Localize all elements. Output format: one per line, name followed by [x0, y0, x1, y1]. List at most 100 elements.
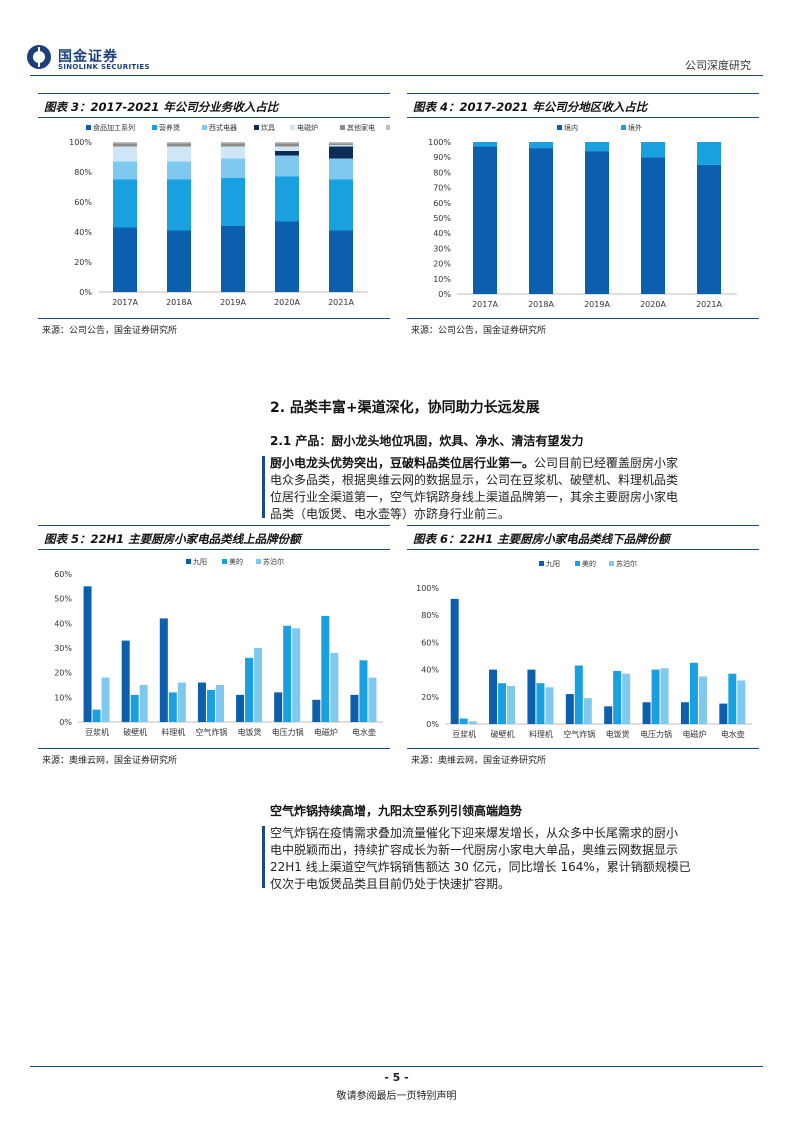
fig6-legend-label: 美的 — [582, 559, 596, 568]
paragraph-2: 空气炸锅在疫情需求叠加流量催化下迎来爆发增长，从众多中长尾需求的厨小 电中脱颖而… — [270, 825, 760, 893]
fig4-ytick-label: 70% — [433, 184, 451, 193]
fig6-bar — [583, 698, 592, 724]
fig3-legend-swatch — [254, 125, 259, 130]
fig6-bar — [642, 702, 651, 724]
fig3-bar — [221, 146, 245, 159]
fig6-bar — [689, 662, 698, 724]
fig4-bar — [697, 164, 721, 294]
fig5-bar — [83, 586, 92, 722]
fig3-legend-swatch — [152, 125, 157, 130]
fig5-bar — [139, 685, 148, 722]
fig5-bar — [274, 692, 283, 722]
fig6-xtick-label: 豆浆机 — [452, 729, 476, 739]
paragraph-1-line2: 电众多品类，根据奥维云网的数据显示，公司在豆浆机、破壁机、料理机品类 — [270, 473, 679, 487]
fig4-bar — [473, 146, 497, 294]
page-number: - 5 - — [384, 1071, 409, 1084]
fig5-xtick-label: 电磁炉 — [314, 727, 338, 737]
fig3-bar — [113, 143, 137, 147]
fig6-bar — [680, 702, 689, 724]
fig5-bar — [359, 660, 368, 722]
fig6-legend-swatch — [609, 561, 614, 566]
fig4-bottom-rule — [407, 318, 759, 319]
fig3-legend-label: 食品加工系列 — [93, 123, 135, 132]
subsection-title: 2.1 产品：厨小龙头地位巩固，炊具、净水、清洁有望发力 — [270, 434, 584, 448]
fig6-bar — [698, 676, 707, 724]
fig3-bar — [167, 143, 191, 147]
fig3-legend-swatch — [290, 125, 295, 130]
fig5-ytick-label: 30% — [54, 644, 72, 653]
fig5-bar — [168, 692, 177, 722]
logo-subtext: SINOLINK SECURITIES — [58, 63, 150, 71]
fig3-ytick-label: 40% — [74, 228, 92, 237]
fig3-bar — [113, 227, 137, 292]
fig3-bar — [275, 221, 299, 292]
fig3-bar — [221, 226, 245, 292]
fig6-chart: 九阳 美的 苏泊尔 0% 20% 40% 60% 80% 100% 豆浆机 破壁机 料理机 空气炸锅 电饭… — [416, 559, 752, 739]
fig6-ytick-label: 60% — [421, 638, 439, 647]
fig5-legend-swatch — [222, 559, 227, 564]
fig5-bar — [245, 657, 254, 722]
fig5-legend-label: 美的 — [229, 557, 243, 566]
paragraph-1-lead: 厨小电龙头优势突出，豆破料品类位居行业第一。 — [270, 456, 535, 470]
fig3-bar — [113, 146, 137, 162]
fig5-bar — [206, 689, 215, 722]
fig3-bar — [275, 176, 299, 222]
fig3-legend-swatch — [386, 125, 390, 130]
fig5-bar — [283, 625, 292, 722]
fig4-bar — [529, 142, 553, 149]
fig6-bar — [545, 687, 554, 724]
fig6-bar — [565, 694, 574, 724]
fig5-xtick-label: 破壁机 — [123, 727, 147, 737]
fig6-title-rule — [407, 549, 759, 550]
fig5-source: 来源：奥维云网，国金证券研究所 — [42, 756, 178, 766]
fig4-xtick-label: 2020A — [640, 300, 666, 309]
fig6-bar — [489, 669, 498, 724]
fig3-legend-swatch — [340, 125, 345, 130]
fig5-xtick-label: 电水壶 — [352, 727, 376, 737]
fig3-xtick-label: 2019A — [220, 298, 246, 307]
fig6-bar — [574, 665, 583, 724]
fig3-source: 来源：公司公告，国金证券研究所 — [42, 326, 178, 336]
fig3-bar — [167, 230, 191, 292]
fig4-title-rule — [407, 117, 759, 118]
fig4-bar — [529, 148, 553, 294]
fig4-ytick-label: 80% — [433, 168, 451, 177]
footer-divider — [30, 1066, 763, 1067]
fig6-bar — [536, 683, 545, 724]
fig6-bar — [660, 668, 669, 724]
fig3-bar — [275, 146, 299, 151]
fig5-xtick-label: 电压力锅 — [272, 727, 304, 737]
paragraph-2-line1: 空气炸锅在疫情需求叠加流量催化下迎来爆发增长，从众多中长尾需求的厨小 — [270, 826, 679, 840]
fig4-bar — [585, 151, 609, 294]
paragraph-2-marker — [262, 826, 265, 888]
fig3-title: 图表 3：2017-2021 年公司分业务收入占比 — [44, 100, 279, 114]
fig6-bar — [613, 670, 622, 724]
fig3-chart: 食品加工系列营养煲西式电器炊具电磁炉其他家电其他业务0%20%40%60%80%… — [69, 123, 390, 307]
fig4-ytick-label: 0% — [438, 290, 451, 299]
fig6-bar — [527, 669, 536, 724]
paragraph-2-line3: 22H1 线上渠道空气炸锅销售额达 30 亿元，同比增长 164%，累计销额规模… — [270, 860, 691, 874]
fig5-bottom-rule — [38, 748, 390, 749]
fig3-top-rule — [38, 93, 390, 94]
fig3-bar — [275, 142, 299, 144]
fig3-bar — [167, 161, 191, 180]
fig3-bar — [329, 230, 353, 292]
fig3-legend-label: 电磁炉 — [297, 123, 318, 132]
fig3-bar — [113, 142, 137, 144]
fig5-title: 图表 5：22H1 主要厨房小家电品类线上品牌份额 — [44, 532, 301, 546]
fig5-bar — [292, 628, 301, 722]
fig5-ytick-label: 40% — [54, 619, 72, 628]
fig5-ytick-label: 0% — [59, 718, 72, 727]
fig5-bar — [321, 615, 330, 722]
fig3-bar — [275, 151, 299, 156]
section-title: 2. 品类丰富+渠道深化，协同助力长远发展 — [270, 400, 540, 416]
fig5-xtick-label: 料理机 — [161, 727, 185, 737]
logo-icon — [27, 45, 51, 69]
fig3-bar — [221, 178, 245, 226]
fig3-legend-swatch — [202, 125, 207, 130]
fig5-legend-swatch — [256, 559, 261, 564]
fig3-ytick-label: 20% — [74, 258, 92, 267]
fig5-top-rule — [38, 525, 390, 526]
fig4-ytick-label: 90% — [433, 153, 451, 162]
fig5-bar — [130, 694, 139, 722]
